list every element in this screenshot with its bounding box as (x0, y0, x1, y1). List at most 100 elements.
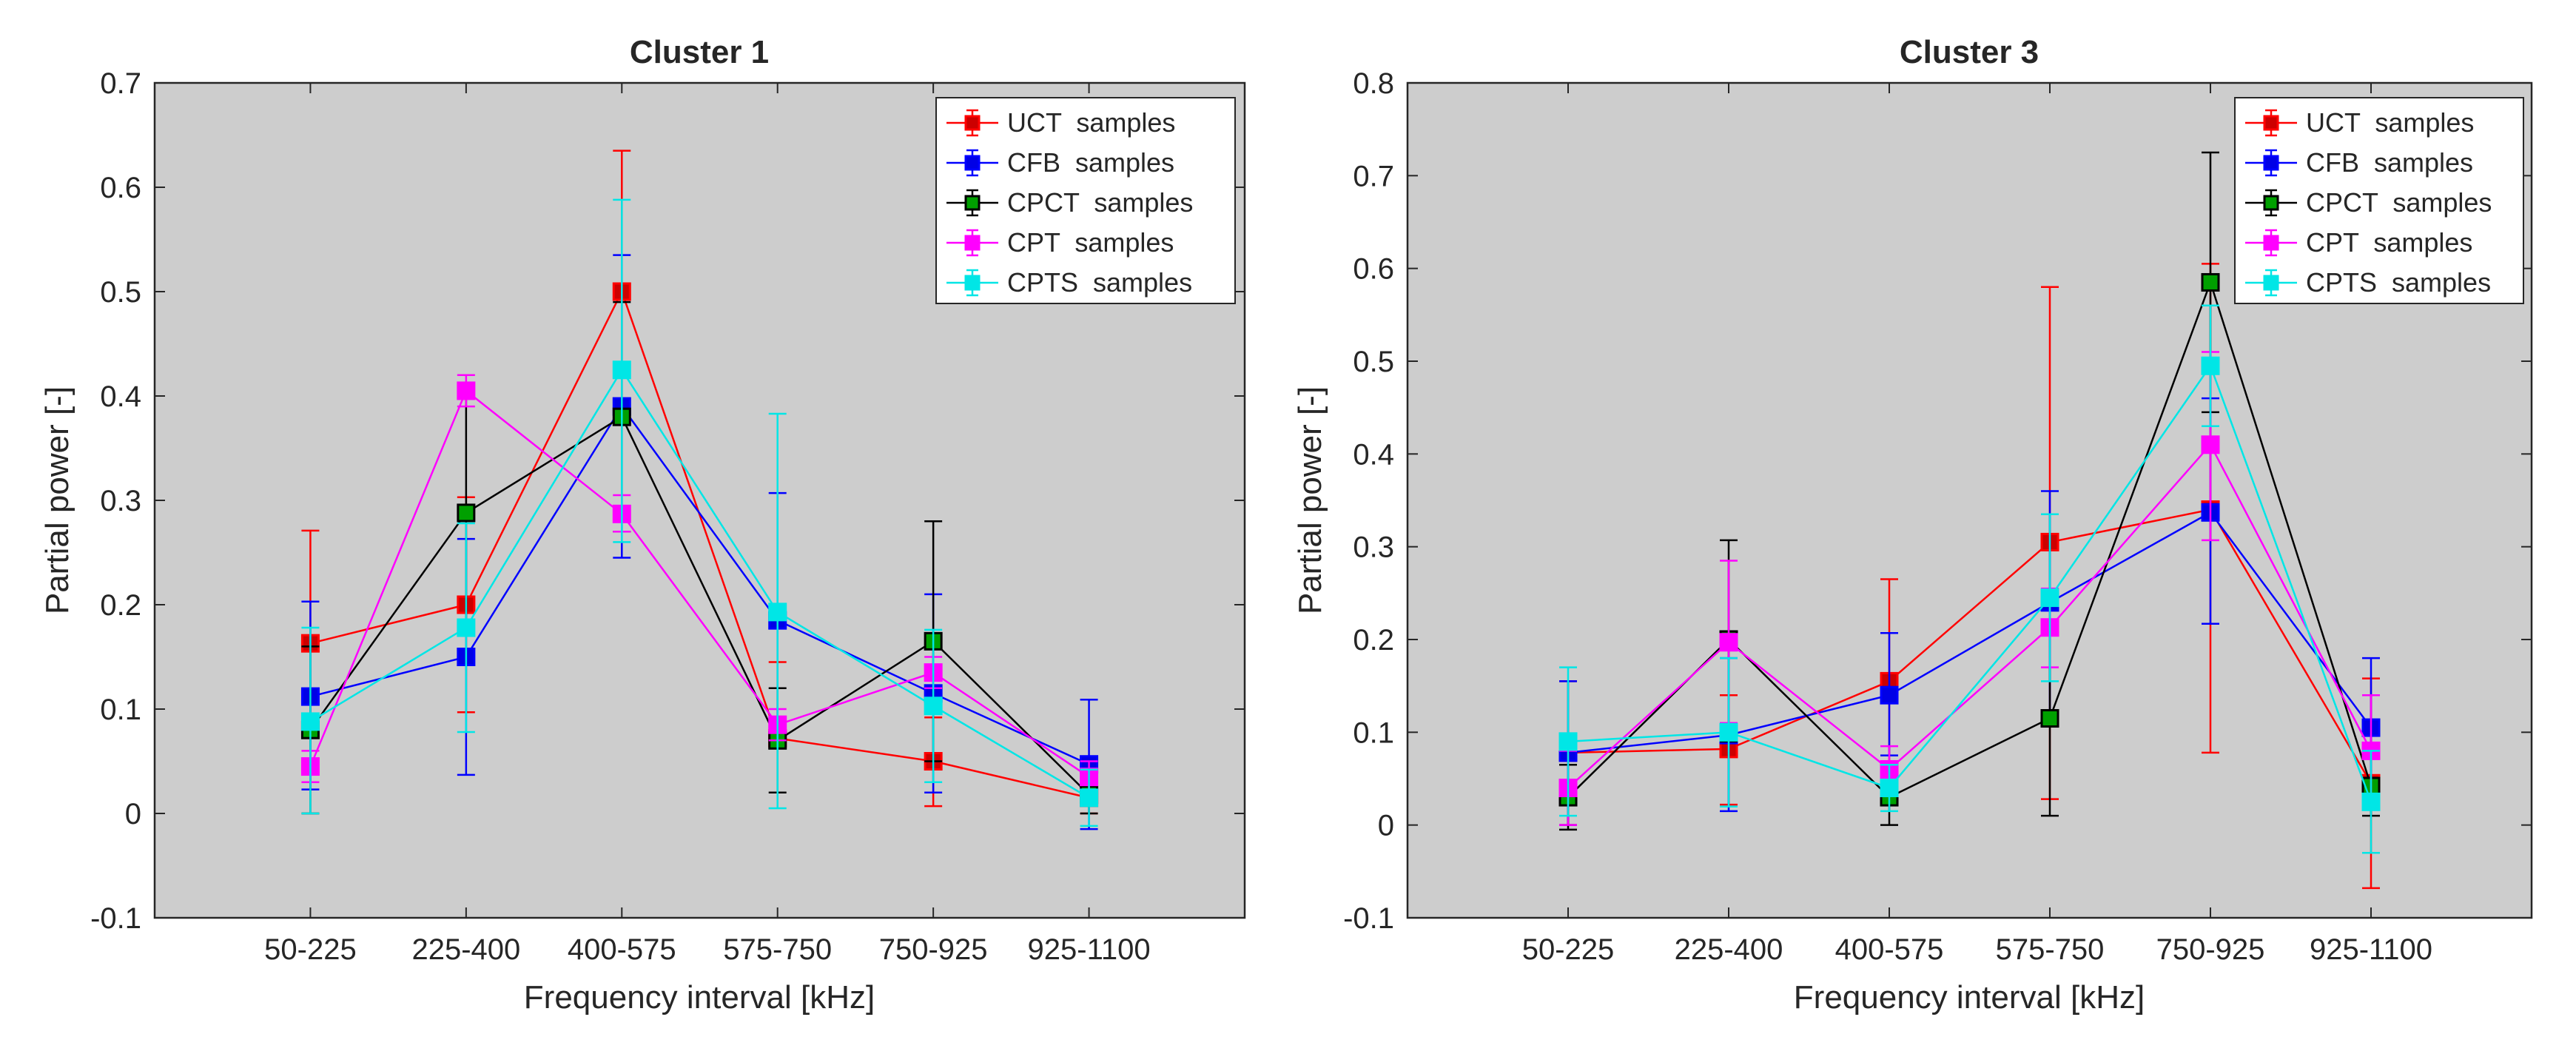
data-point (1080, 788, 1099, 808)
y-tick-label: 0.2 (100, 589, 141, 622)
chart-title: Cluster 1 (630, 34, 769, 70)
x-tick-label: 575-750 (723, 933, 832, 966)
series-layer (300, 150, 1099, 830)
series-line (1567, 363, 2372, 802)
y-axis-label: Partial power [-] (1292, 386, 1328, 614)
data-point (2040, 709, 2059, 728)
x-tick-labels: 50-225 225-400 400-575 575-750 750-925 925-11… (1522, 933, 2432, 966)
x-tick-label: 925-1100 (2310, 933, 2432, 966)
x-tick-label: 400-575 (1835, 933, 1944, 966)
y-tick-label: 0.1 (1353, 716, 1394, 749)
y-tick-label: 0.3 (100, 485, 141, 517)
legend-item: CPTS samples (2245, 267, 2491, 298)
legend-label: UCT samples (1007, 107, 1175, 138)
chart-panel-cluster-1: -0.1 0 0.1 0.2 0.3 0.4 0.5 0.6 0.7 50-225 225-400… (39, 34, 1246, 1016)
y-tick-label: 0.2 (1353, 624, 1394, 657)
x-axis-label: Frequency interval [kHz] (1794, 979, 2145, 1016)
series-line (309, 415, 1090, 796)
legend-marker (2263, 115, 2279, 131)
data-point (924, 696, 943, 716)
y-axis-label: Partial power [-] (39, 386, 75, 614)
legend-item: CPT samples (2245, 227, 2472, 258)
legend-label: CFB samples (1007, 147, 1174, 178)
x-tick-label: 225-400 (1675, 933, 1783, 966)
data-point (2201, 272, 2220, 292)
x-axis-label: Frequency interval [kHz] (524, 979, 875, 1016)
data-point (1719, 722, 1738, 742)
data-point (1558, 732, 1578, 751)
data-point (612, 360, 631, 380)
data-point (457, 503, 476, 523)
ticks (1408, 82, 2532, 919)
y-tick-labels: -0.1 0 0.1 0.2 0.3 0.4 0.5 0.6 0.7 (90, 67, 141, 935)
legend-item: UCT samples (946, 107, 1175, 138)
legend-box (935, 97, 1236, 304)
y-tick-label: 0 (1378, 810, 1394, 842)
legend-box (2234, 97, 2524, 304)
data-point (1880, 685, 1899, 705)
y-tick-label: 0.6 (100, 172, 141, 204)
ticks (155, 82, 1245, 919)
x-tick-label: 575-750 (1996, 933, 2105, 966)
legend-item: CFB samples (946, 147, 1174, 178)
legend-marker (964, 235, 981, 251)
series-line (309, 389, 1090, 778)
x-tick-labels: 50-225 225-400 400-575 575-750 750-925 925-11… (264, 933, 1150, 966)
data-point (1719, 633, 1738, 652)
y-tick-label: -0.1 (1343, 902, 1394, 935)
y-tick-labels: -0.1 0 0.1 0.2 0.3 0.4 0.5 0.6 0.7 0.8 (1343, 67, 1394, 935)
y-tick-label: 0.3 (1353, 531, 1394, 564)
y-tick-label: 0.4 (1353, 438, 1394, 471)
y-tick-label: 0.4 (100, 380, 141, 413)
legend-label: CFB samples (2306, 147, 2473, 178)
legend-marker (964, 195, 981, 211)
x-tick-label: 400-575 (568, 933, 676, 966)
legend-item: CPTS samples (946, 267, 1192, 298)
legend-marker (2263, 155, 2279, 171)
legend-marker (2263, 235, 2279, 251)
data-point (457, 381, 476, 400)
x-tick-label: 925-1100 (1028, 933, 1151, 966)
legend-marker (2263, 195, 2279, 211)
y-tick-label: 0.5 (1353, 346, 1394, 378)
y-tick-label: 0.1 (100, 694, 141, 726)
y-tick-label: 0.7 (100, 67, 141, 100)
legend-label: CPT samples (2306, 227, 2472, 258)
data-point (2201, 435, 2220, 454)
y-tick-label: 0 (125, 798, 141, 830)
legend-label: CPCT samples (1007, 187, 1193, 218)
legend-item: CFB samples (2245, 147, 2473, 178)
series-layer (1558, 151, 2381, 890)
legend-item: CPCT samples (2245, 187, 2492, 218)
x-tick-label: 50-225 (264, 933, 357, 966)
series-cpts-samples (1558, 304, 2381, 854)
data-point (2040, 588, 2059, 608)
chart-title: Cluster 3 (1900, 34, 2039, 70)
data-point (1880, 779, 1899, 798)
legend-item: CPT samples (946, 227, 1174, 258)
legend-label: CPTS samples (2306, 267, 2491, 298)
legend-label: CPT samples (1007, 227, 1174, 258)
legend-label: CPCT samples (2306, 187, 2492, 218)
series-line (309, 368, 1090, 799)
y-tick-label: 0.8 (1353, 67, 1394, 100)
data-point (768, 602, 787, 622)
legend: UCT samples CFB samples CPCT samples CPT sa… (935, 97, 1236, 304)
series-line (1567, 511, 2372, 754)
legend-item: CPCT samples (946, 187, 1193, 218)
y-tick-label: 0.6 (1353, 253, 1394, 286)
x-tick-label: 750-925 (2156, 933, 2265, 966)
legend-label: CPTS samples (1007, 267, 1192, 298)
legend: UCT samples CFB samples CPCT samples CPT sa… (2234, 97, 2524, 304)
series-line (1567, 443, 2372, 789)
series-line (310, 404, 1090, 765)
data-point (300, 712, 320, 731)
data-point (457, 618, 476, 637)
x-tick-label: 225-400 (411, 933, 520, 966)
legend-marker (964, 275, 981, 291)
series-line (1567, 508, 2372, 784)
x-tick-label: 50-225 (1522, 933, 1615, 966)
legend-marker (2263, 275, 2279, 291)
data-point (2361, 792, 2381, 811)
y-tick-label: 0.5 (100, 276, 141, 309)
